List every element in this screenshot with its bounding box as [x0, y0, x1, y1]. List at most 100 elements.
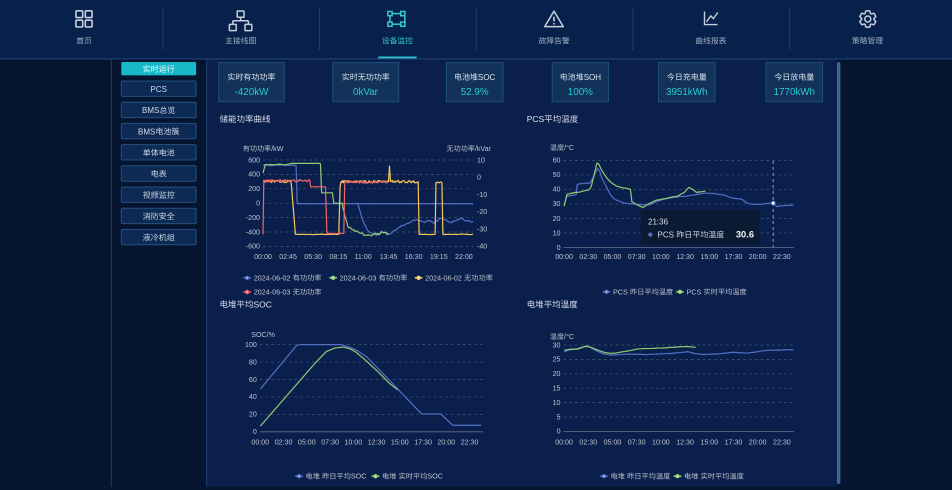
svg-text:05:30: 05:30: [304, 253, 322, 261]
svg-text:50: 50: [553, 171, 561, 179]
svg-text:PCS: PCS: [151, 85, 167, 94]
svg-text:30.6: 30.6: [736, 229, 754, 239]
svg-text:/°C: /°C: [564, 333, 574, 341]
svg-text:100%: 100%: [568, 87, 593, 98]
svg-text:-600: -600: [246, 243, 260, 251]
svg-text:20:00: 20:00: [749, 253, 767, 261]
svg-text:10: 10: [477, 156, 485, 164]
svg-text:100: 100: [245, 341, 257, 349]
svg-text:-40: -40: [477, 243, 487, 251]
svg-text:/°C: /°C: [564, 144, 574, 152]
svg-text:21:36: 21:36: [648, 218, 669, 227]
svg-text:17:30: 17:30: [725, 253, 743, 261]
svg-text:600: 600: [248, 156, 260, 164]
svg-text:20:00: 20:00: [437, 438, 455, 446]
svg-text:15:00: 15:00: [700, 438, 718, 446]
svg-text:400: 400: [248, 171, 260, 179]
svg-text:SOC/%: SOC/%: [251, 331, 275, 339]
svg-text:00:00: 00:00: [251, 438, 269, 446]
svg-text:11:00: 11:00: [355, 253, 372, 261]
svg-text:08:15: 08:15: [329, 253, 347, 261]
svg-text:20: 20: [249, 411, 257, 419]
svg-text:07:30: 07:30: [628, 253, 646, 261]
svg-text:2024-06-03: 2024-06-03: [254, 288, 291, 297]
svg-text:22:30: 22:30: [461, 438, 479, 446]
svg-text:20: 20: [553, 370, 561, 378]
svg-text:30: 30: [553, 341, 561, 349]
svg-text:02:30: 02:30: [579, 438, 597, 446]
svg-text:02:30: 02:30: [579, 253, 597, 261]
svg-text:0: 0: [253, 428, 257, 436]
svg-text:17:30: 17:30: [725, 438, 743, 446]
svg-text:-20: -20: [477, 208, 487, 216]
svg-text:60: 60: [553, 157, 561, 165]
svg-text:16:30: 16:30: [405, 253, 423, 261]
svg-text:05:00: 05:00: [298, 438, 316, 446]
svg-text:22:30: 22:30: [773, 438, 791, 446]
svg-text:07:30: 07:30: [628, 438, 646, 446]
svg-text:05:00: 05:00: [604, 253, 622, 261]
svg-text:3951kWh: 3951kWh: [666, 87, 707, 98]
svg-text:-10: -10: [477, 191, 487, 199]
svg-text:2024-06-02: 2024-06-02: [425, 273, 462, 282]
svg-text:10: 10: [553, 399, 561, 407]
svg-text:20:00: 20:00: [749, 438, 767, 446]
svg-text:10: 10: [553, 229, 561, 237]
svg-text:80: 80: [249, 358, 257, 366]
svg-text:40: 40: [553, 186, 561, 194]
svg-text:60: 60: [249, 376, 257, 384]
svg-text:02:45: 02:45: [279, 253, 297, 261]
svg-text:15:00: 15:00: [391, 438, 409, 446]
svg-text:5: 5: [557, 413, 561, 421]
svg-text:PCS: PCS: [613, 287, 628, 296]
svg-text:/kW: /kW: [271, 145, 284, 153]
svg-text:13:45: 13:45: [380, 253, 398, 261]
svg-text:25: 25: [553, 356, 561, 364]
svg-text:22:00: 22:00: [455, 253, 473, 261]
svg-text:2024-06-03: 2024-06-03: [340, 273, 377, 282]
svg-text:SOH: SOH: [584, 73, 602, 82]
svg-text:02:30: 02:30: [275, 438, 293, 446]
svg-text:PCS: PCS: [658, 230, 674, 239]
svg-text:15: 15: [553, 385, 561, 393]
svg-text:17:30: 17:30: [414, 438, 432, 446]
svg-text:2024-06-02: 2024-06-02: [254, 273, 291, 282]
svg-text:SOC: SOC: [427, 472, 443, 481]
svg-text:12:30: 12:30: [368, 438, 386, 446]
svg-text:/kVar: /kVar: [475, 145, 492, 153]
svg-text:0: 0: [557, 428, 561, 436]
svg-text:22:30: 22:30: [773, 253, 791, 261]
svg-text:-400: -400: [246, 228, 260, 236]
svg-text:0kVar: 0kVar: [353, 87, 379, 98]
svg-text:10:00: 10:00: [652, 438, 670, 446]
svg-text:15:00: 15:00: [700, 253, 718, 261]
svg-text:PCS: PCS: [687, 287, 702, 296]
svg-text:10:00: 10:00: [344, 438, 362, 446]
svg-text:12:30: 12:30: [676, 438, 694, 446]
svg-text:-420kW: -420kW: [235, 87, 270, 98]
svg-text:20: 20: [553, 215, 561, 223]
svg-text:00:00: 00:00: [254, 253, 272, 261]
svg-text:12:30: 12:30: [676, 253, 694, 261]
svg-text:BMS: BMS: [138, 127, 155, 136]
svg-text:SOC: SOC: [478, 73, 496, 82]
svg-text:0: 0: [557, 244, 561, 252]
svg-text:40: 40: [249, 393, 257, 401]
svg-text:SOC: SOC: [254, 299, 272, 309]
svg-text:10:00: 10:00: [652, 253, 670, 261]
svg-text:52.9%: 52.9%: [461, 87, 489, 98]
svg-text:00:00: 00:00: [555, 438, 573, 446]
svg-text:SOC: SOC: [351, 472, 367, 481]
svg-text:-30: -30: [477, 225, 487, 233]
svg-text:200: 200: [248, 185, 260, 193]
svg-text:30: 30: [553, 200, 561, 208]
svg-text:BMS: BMS: [142, 106, 159, 115]
svg-text:05:00: 05:00: [604, 438, 622, 446]
svg-text:0: 0: [477, 174, 481, 182]
svg-text:0: 0: [256, 200, 260, 208]
svg-text:PCS: PCS: [527, 114, 545, 124]
svg-text:07:30: 07:30: [321, 438, 339, 446]
svg-text:1770kWh: 1770kWh: [774, 87, 815, 98]
svg-text:00:00: 00:00: [555, 253, 573, 261]
svg-text:-200: -200: [246, 214, 260, 222]
